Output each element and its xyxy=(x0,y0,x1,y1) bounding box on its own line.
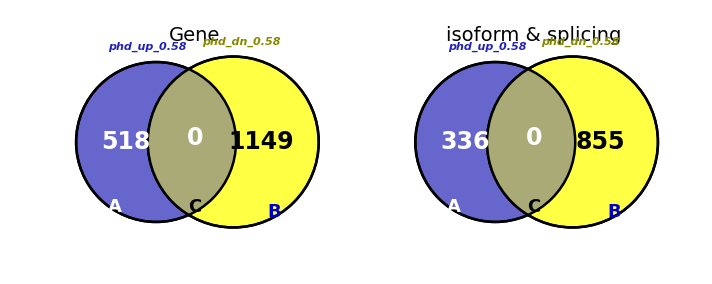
Text: Gene: Gene xyxy=(169,26,220,45)
Circle shape xyxy=(76,62,236,222)
Text: phd_dn_0.58: phd_dn_0.58 xyxy=(542,37,620,47)
Text: 1149: 1149 xyxy=(228,130,293,154)
Circle shape xyxy=(415,62,575,222)
Text: isoform & splicing: isoform & splicing xyxy=(446,26,622,45)
Text: phd_up_0.58: phd_up_0.58 xyxy=(108,42,187,53)
Text: C: C xyxy=(188,198,201,216)
Circle shape xyxy=(415,62,575,222)
Text: 0: 0 xyxy=(187,126,203,150)
Text: 855: 855 xyxy=(575,130,625,154)
Text: phd_up_0.58: phd_up_0.58 xyxy=(448,42,526,53)
Text: 518: 518 xyxy=(101,130,150,154)
Text: 0: 0 xyxy=(525,126,542,150)
Text: A: A xyxy=(447,198,461,216)
Circle shape xyxy=(76,62,236,222)
Text: 336: 336 xyxy=(440,130,490,154)
Circle shape xyxy=(148,57,319,227)
Circle shape xyxy=(487,57,658,227)
Text: phd_dn_0.58: phd_dn_0.58 xyxy=(202,37,281,47)
Text: B: B xyxy=(268,203,281,221)
Text: B: B xyxy=(607,203,621,221)
Text: A: A xyxy=(108,198,122,216)
Text: C: C xyxy=(528,198,540,216)
